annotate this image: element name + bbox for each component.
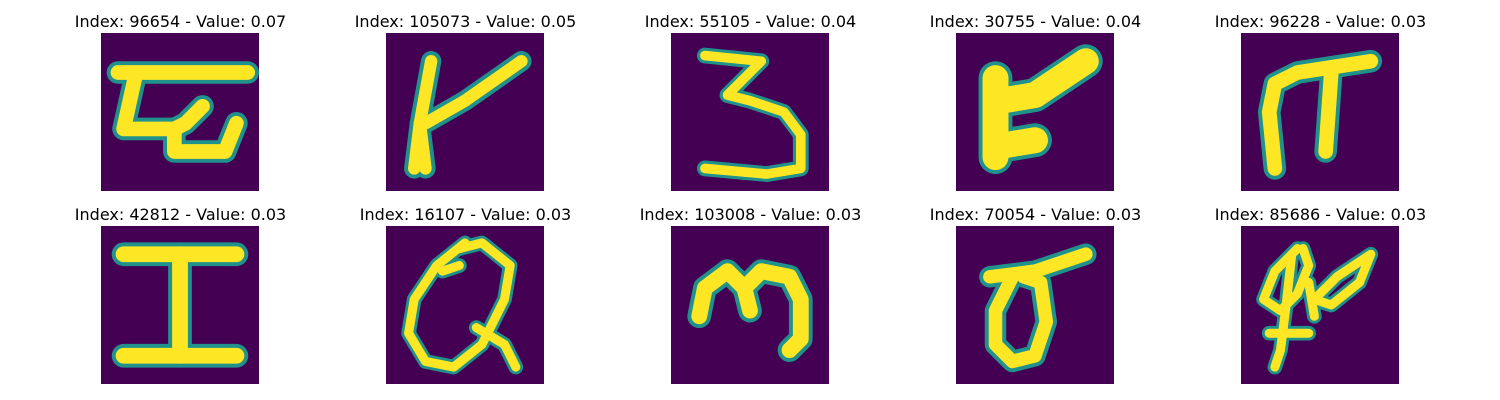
- panel-title: Index: 96654 - Value: 0.07: [74, 12, 287, 31]
- three-glyph-image: [671, 33, 829, 191]
- panel-title: Index: 103008 - Value: 0.03: [639, 205, 862, 224]
- panel-title: Index: 70054 - Value: 0.03: [929, 205, 1142, 224]
- panel-8: Index: 103008 - Value: 0.03: [608, 205, 893, 385]
- panel-9: Index: 70054 - Value: 0.03: [893, 205, 1178, 385]
- panel-5: Index: 96228 - Value: 0.03: [1178, 12, 1463, 192]
- tau-like-glyph-image: [101, 33, 259, 191]
- panel-2: Index: 105073 - Value: 0.05: [323, 12, 608, 192]
- panel-4: Index: 30755 - Value: 0.04: [893, 12, 1178, 192]
- panel-10: Index: 85686 - Value: 0.03: [1178, 205, 1463, 385]
- panel-title: Index: 42812 - Value: 0.03: [74, 205, 287, 224]
- panel-7: Index: 16107 - Value: 0.03: [323, 205, 608, 385]
- scribble-glyph-image: [1241, 226, 1399, 384]
- panel-1: Index: 96654 - Value: 0.07: [38, 12, 323, 192]
- k-like-glyph-image: [386, 33, 544, 191]
- panel-title: Index: 85686 - Value: 0.03: [1214, 205, 1427, 224]
- panel-6: Index: 42812 - Value: 0.03: [38, 205, 323, 385]
- panel-title: Index: 105073 - Value: 0.05: [354, 12, 577, 31]
- panel-3: Index: 55105 - Value: 0.04: [608, 12, 893, 192]
- r-like-glyph-image: [956, 33, 1114, 191]
- m-like-glyph-image: [671, 226, 829, 384]
- sigma-like-glyph-image: [956, 226, 1114, 384]
- panel-title: Index: 16107 - Value: 0.03: [359, 205, 572, 224]
- i-glyph-image: [101, 226, 259, 384]
- q-like-glyph-image: [386, 226, 544, 384]
- panel-title: Index: 55105 - Value: 0.04: [644, 12, 857, 31]
- pi-like-glyph-image: [1241, 33, 1399, 191]
- panel-title: Index: 30755 - Value: 0.04: [929, 12, 1142, 31]
- panel-title: Index: 96228 - Value: 0.03: [1214, 12, 1427, 31]
